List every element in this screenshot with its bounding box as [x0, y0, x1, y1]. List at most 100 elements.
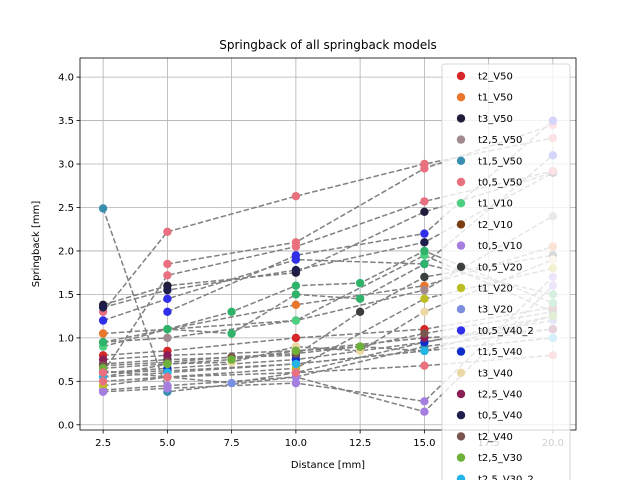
data-point: [163, 259, 172, 269]
legend-label: t0,5_V20: [478, 262, 522, 273]
data-point: [163, 227, 172, 236]
data-point: [163, 351, 172, 360]
data-point: [163, 294, 172, 303]
data-point: [98, 377, 108, 386]
data-point: [163, 359, 172, 369]
legend-marker: [456, 411, 466, 420]
legend-label: t1_V20: [478, 284, 513, 295]
data-point: [291, 368, 301, 377]
legend-label: t2_V40: [478, 432, 513, 443]
x-axis-title: Distance [mm]: [291, 460, 365, 471]
legend-marker: [456, 135, 466, 144]
legend-marker: [456, 283, 466, 293]
y-tick-label: 3.0: [58, 160, 74, 171]
data-point: [420, 329, 429, 338]
y-tick-label: 0.5: [58, 377, 74, 388]
data-point: [163, 372, 172, 382]
legend-marker: [456, 474, 466, 480]
data-point: [227, 355, 236, 364]
y-tick-label: 0.0: [58, 420, 74, 431]
data-point: [163, 384, 172, 393]
data-point: [163, 271, 172, 280]
y-tick-label: 3.5: [58, 116, 74, 127]
legend-label: t2_V10: [478, 220, 513, 231]
data-point: [98, 338, 108, 347]
data-point: [291, 265, 301, 275]
legend-label: t1,5_V50: [478, 156, 522, 167]
data-point: [291, 242, 301, 251]
x-tick-label: 2.5: [95, 438, 111, 449]
data-point: [163, 307, 172, 316]
chart-title: Springback of all springback models: [219, 38, 437, 52]
data-point: [420, 164, 429, 173]
legend-label: t1_V10: [478, 199, 513, 210]
data-point: [98, 355, 108, 364]
legend-label: t2,5_V40: [478, 390, 522, 401]
data-point: [227, 329, 236, 338]
legend-marker: [456, 93, 466, 102]
data-point: [98, 387, 108, 396]
y-tick-label: 4.0: [58, 73, 74, 84]
data-point: [98, 329, 108, 338]
y-tick-label: 2.5: [58, 203, 74, 214]
legend-label: t3_V20: [478, 305, 513, 316]
legend-marker: [456, 177, 466, 187]
data-point: [291, 290, 301, 299]
x-tick-label: 10.0: [285, 438, 307, 449]
data-point: [420, 229, 429, 238]
data-point: [355, 307, 365, 316]
legend-label: t0,5_V10: [478, 241, 522, 252]
data-point: [227, 307, 236, 316]
legend-marker: [456, 199, 466, 208]
data-point: [98, 204, 108, 213]
series-line: [167, 124, 554, 265]
legend-label: t0,5_V40: [478, 411, 522, 422]
legend-label: t2,5_V30_2: [478, 474, 534, 480]
legend-marker: [456, 156, 466, 165]
data-point: [420, 361, 429, 370]
legend-box: [441, 63, 571, 480]
series-line: [102, 254, 554, 348]
legend-label: t0,5_V50: [478, 178, 522, 189]
data-point: [227, 378, 236, 388]
data-point: [420, 259, 429, 269]
data-point: [420, 307, 429, 316]
data-point: [420, 272, 429, 282]
legend-marker: [456, 432, 466, 441]
legend-label: t1,5_V40: [478, 347, 522, 358]
legend-label: t2,5_V30: [478, 453, 522, 464]
data-point: [420, 346, 429, 356]
data-point: [98, 303, 108, 312]
legend-label: t2_V50: [478, 72, 513, 83]
data-point: [291, 316, 301, 325]
legend-marker: [456, 114, 466, 123]
legend-label: t2,5_V50: [478, 135, 522, 146]
x-tick-label: 7.5: [224, 438, 240, 449]
legend-marker: [456, 326, 466, 335]
x-tick-label: 12.5: [349, 438, 371, 449]
legend-marker: [456, 453, 466, 462]
data-point: [163, 333, 172, 343]
data-point: [163, 325, 172, 334]
x-tick-label: 5.0: [159, 438, 175, 449]
data-point: [355, 294, 365, 303]
y-axis-title: Springback [mm]: [31, 201, 42, 288]
data-point: [420, 246, 429, 256]
legend: t2_V50 t1_V50 t3_V50 t2,5_V50 t1,5_V50 t0,5_V…: [441, 63, 571, 480]
legend-marker: [456, 220, 466, 229]
data-point: [355, 342, 365, 351]
data-point: [420, 294, 429, 303]
plot-frame: [79, 57, 577, 431]
data-point: [291, 192, 301, 201]
y-tick-label: 2.0: [58, 246, 74, 257]
data-point: [420, 397, 429, 406]
data-point: [291, 346, 301, 356]
data-point: [420, 285, 429, 295]
data-point: [355, 278, 365, 288]
legend-label: t0,5_V40_2: [478, 326, 534, 337]
legend-label: t3_V40: [478, 368, 513, 379]
series-line: [102, 172, 554, 309]
legend-marker: [456, 241, 466, 250]
legend-label: t3_V50: [478, 114, 513, 125]
